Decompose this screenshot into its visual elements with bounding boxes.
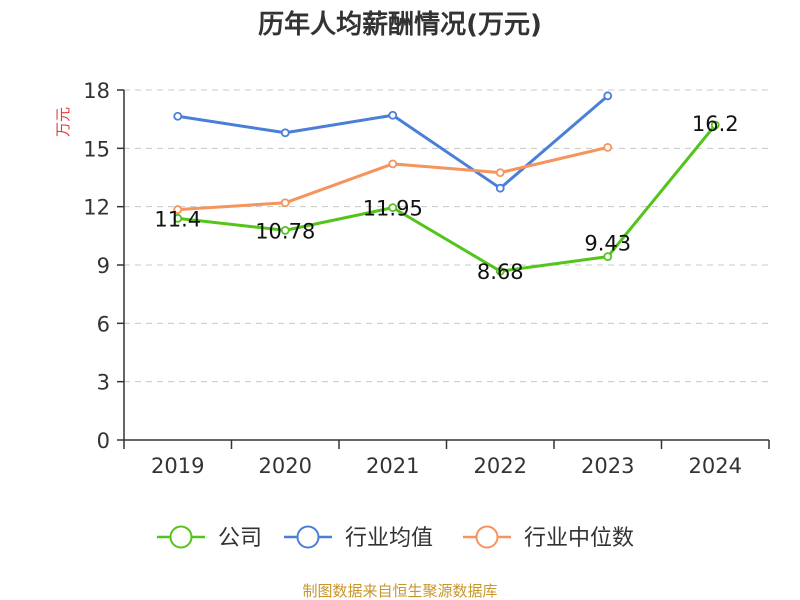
y-tick-label: 9 <box>97 254 110 278</box>
legend-item[interactable]: 公司 <box>157 525 262 551</box>
series-line <box>177 94 609 190</box>
data-point <box>280 198 290 208</box>
y-tick-label: 3 <box>97 371 110 395</box>
data-labels: 11.4 10.78 11.95 8.68 9.43 16.2 <box>154 112 738 284</box>
y-tick-label: 0 <box>97 429 110 453</box>
series-2 <box>173 142 613 214</box>
data-point <box>603 252 613 262</box>
data-point <box>280 128 290 138</box>
y-axis-label: 万元 <box>54 107 72 137</box>
gridlines <box>124 89 769 383</box>
y-tick-label: 18 <box>83 79 110 103</box>
data-point <box>495 183 505 193</box>
x-tick-label: 2022 <box>474 454 527 478</box>
series-line <box>177 124 717 273</box>
legend-label: 行业中位数 <box>524 526 634 551</box>
chart-title: 历年人均薪酬情况(万元) <box>258 9 542 40</box>
data-point <box>388 110 398 120</box>
data-point <box>710 120 720 130</box>
data-point <box>388 203 398 213</box>
data-label: 16.2 <box>692 112 739 136</box>
x-tick-label: 2024 <box>689 454 742 478</box>
legend-label: 公司 <box>218 526 262 551</box>
data-point <box>173 111 183 121</box>
legend-label: 行业均值 <box>345 526 433 551</box>
legend-item[interactable]: 行业均值 <box>284 525 433 551</box>
data-point <box>280 225 290 235</box>
data-label: 10.78 <box>255 219 315 243</box>
legend-marker <box>169 525 193 549</box>
x-tick-label: 2023 <box>581 454 634 478</box>
data-point <box>603 142 613 152</box>
data-point <box>173 205 183 214</box>
x-tick-label: 2021 <box>366 454 419 478</box>
series <box>173 91 720 276</box>
axes: 0 3 6 9 12 15 18 2019 2020 2021 2022 2023 2024 <box>83 79 770 478</box>
y-tick-label: 6 <box>97 312 110 336</box>
series-1 <box>173 91 613 193</box>
legend[interactable]: 公司 行业均值 行业中位数 <box>157 525 634 551</box>
series-0 <box>173 120 720 276</box>
data-label: 11.95 <box>363 197 423 221</box>
legend-item[interactable]: 行业中位数 <box>463 525 634 551</box>
y-tick-label: 12 <box>83 196 110 220</box>
x-tick-label: 2020 <box>259 454 312 478</box>
data-point <box>388 159 398 169</box>
y-tick-label: 15 <box>83 137 110 161</box>
data-point <box>603 91 613 101</box>
x-tick-label: 2019 <box>151 454 204 478</box>
legend-marker <box>475 525 499 549</box>
source-note: 制图数据来自恒生聚源数据库 <box>302 582 497 600</box>
data-point <box>495 168 505 178</box>
data-point <box>173 213 183 223</box>
legend-marker <box>296 525 320 549</box>
data-label: 8.68 <box>477 260 524 284</box>
data-label: 11.4 <box>154 207 201 231</box>
data-label: 9.43 <box>584 232 631 256</box>
data-point <box>495 266 505 276</box>
